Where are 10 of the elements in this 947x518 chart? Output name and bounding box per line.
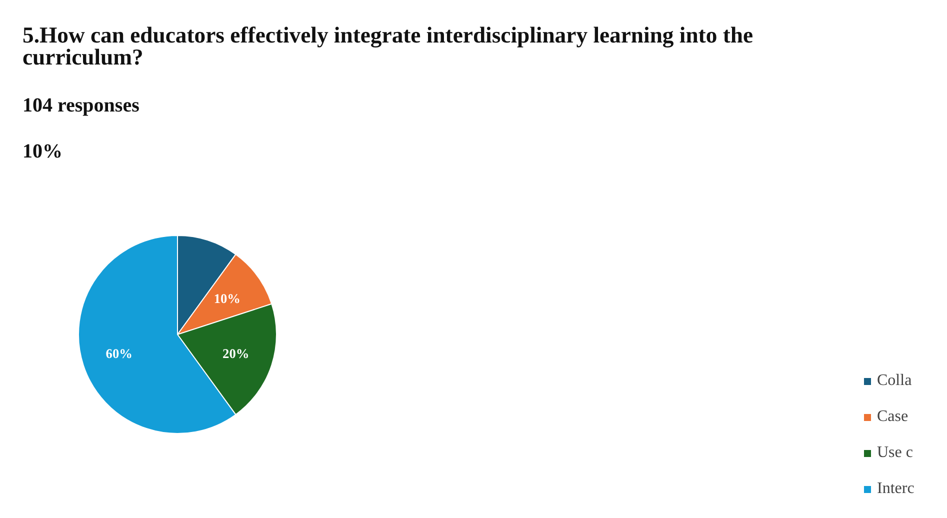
legend-label: Colla: [877, 372, 912, 390]
data-label: 60%: [106, 346, 132, 361]
legend-label: Case: [877, 408, 908, 426]
legend-label: Use c: [877, 444, 913, 462]
data-label: 20%: [222, 346, 250, 361]
data-label: 10%: [214, 290, 240, 306]
text: 10%: [22, 140, 62, 162]
legend-label: Interc: [877, 480, 914, 498]
chart-subtitle: 104 responses: [22, 94, 140, 116]
chart-title: 5.How can educators effectively integrate interdisciplinary learning into the curriculum?: [22, 22, 754, 70]
